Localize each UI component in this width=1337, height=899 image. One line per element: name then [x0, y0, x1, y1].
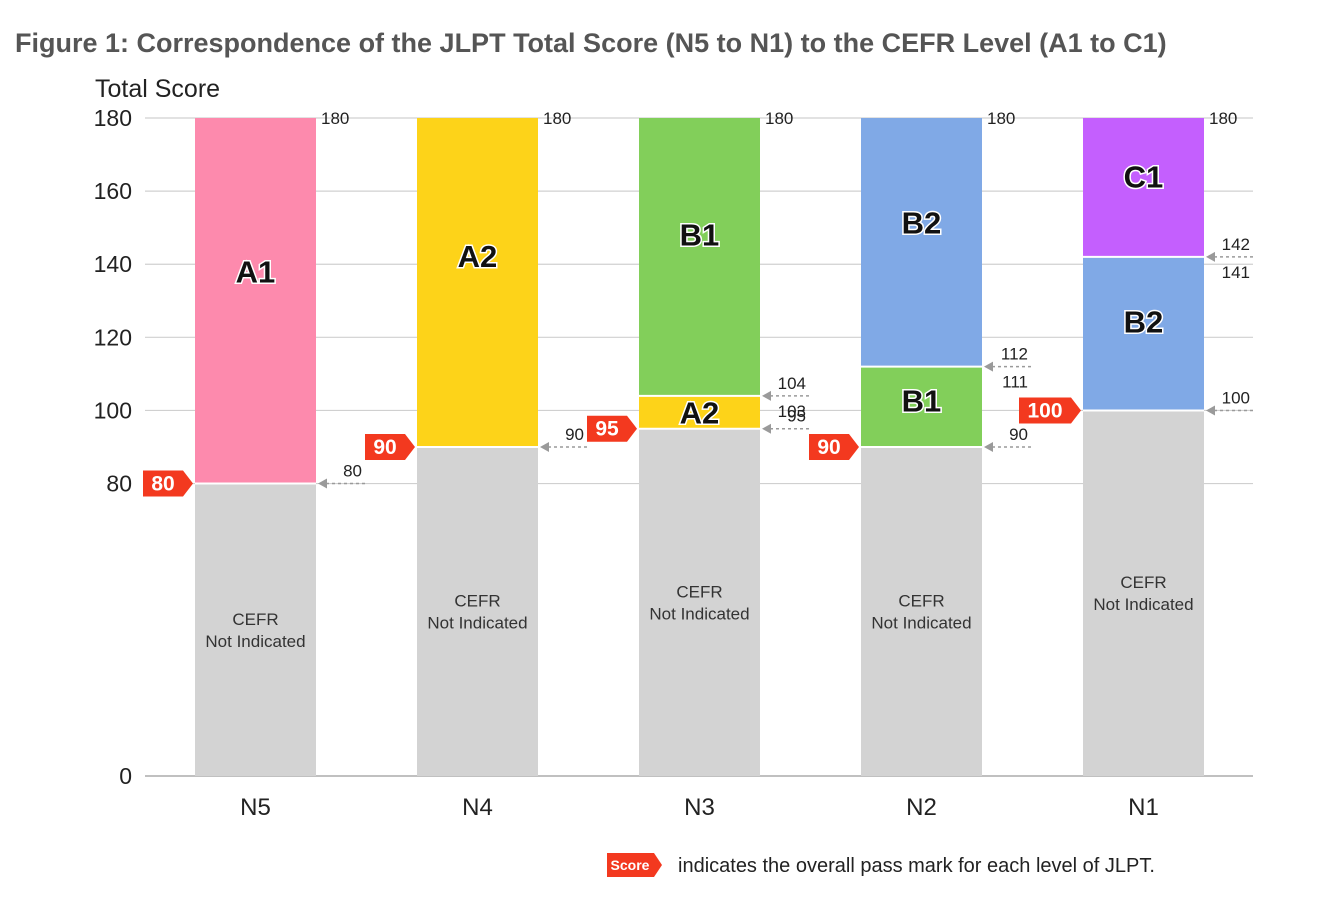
bar-group-n4: CEFR Not Indicated A2 90 180 90 [365, 109, 590, 776]
bar-group-n2: CEFR Not Indicated B1 B2 90 112 111 180 90 [809, 109, 1034, 776]
boundary-marker-arrow [318, 478, 327, 489]
boundary-marker-arrow [762, 390, 771, 401]
bar-segment-b2 [861, 118, 982, 367]
segment-label-b2: B2 [902, 205, 942, 240]
bar-segment-not-indicated [1083, 410, 1204, 776]
boundary-label: 90 [565, 425, 584, 444]
segment-label-not-indicated: CEFR [676, 582, 722, 601]
segment-label-not-indicated: Not Indicated [205, 632, 305, 651]
bars: CEFR Not Indicated A1 80 180 80 CEFR Not Indica… [143, 109, 1256, 776]
bar-segment-b1 [639, 118, 760, 396]
x-tick-label: N3 [684, 794, 715, 821]
pass-mark-badge [143, 470, 193, 497]
x-tick-label: N1 [1128, 794, 1159, 821]
segment-label-not-indicated: CEFR [1120, 573, 1166, 592]
segment-label-a1: A1 [236, 255, 276, 290]
bar-segment-a1 [195, 118, 316, 484]
boundary-label: 100 [1222, 388, 1250, 407]
bar-segment-c1 [1083, 118, 1204, 257]
boundary-label-lower: 111 [1002, 373, 1028, 392]
boundary-label-lower: 103 [778, 402, 806, 421]
pass-mark-badge [587, 415, 637, 442]
x-tick-label: N2 [906, 794, 937, 821]
y-tick-label: 180 [94, 105, 132, 131]
segment-label-b2: B2 [1124, 304, 1164, 339]
bar-segment-not-indicated [861, 447, 982, 776]
boundary-label-upper: 112 [1001, 345, 1028, 364]
bar-segment-b2 [1083, 256, 1204, 411]
legend-score-badge-shape [607, 853, 662, 877]
x-tick-label: N4 [462, 794, 493, 821]
boundary-label: 180 [1209, 109, 1237, 128]
boundary-label: 180 [321, 109, 349, 128]
boundary-label: 180 [987, 109, 1015, 128]
pass-mark-label: 100 [1027, 399, 1062, 422]
bar-segment-not-indicated [417, 447, 538, 776]
pass-mark-label: 90 [817, 436, 840, 459]
x-axis-ticks: N5 N4 N3 N2 N1 [240, 794, 1159, 821]
boundary-marker-arrow [540, 442, 549, 452]
bar-group-n3: CEFR Not Indicated A2 B1 95 104 103 180 95 [587, 109, 812, 776]
pass-mark-label: 80 [151, 473, 174, 496]
segment-label-not-indicated: CEFR [454, 592, 500, 611]
segment-label-not-indicated: Not Indicated [871, 614, 971, 633]
y-axis-title: Total Score [95, 75, 220, 103]
boundary-label-upper: 104 [778, 374, 806, 393]
segment-label-not-indicated: Not Indicated [649, 604, 749, 623]
y-tick-label: 80 [106, 471, 132, 497]
boundary-label: 95 [787, 407, 806, 426]
pass-mark-label: 95 [595, 418, 619, 441]
bar-segment-a2 [417, 118, 538, 447]
boundary-marker-arrow [762, 423, 771, 434]
boundary-label: 180 [543, 109, 571, 128]
y-tick-label: 140 [94, 251, 132, 277]
segment-label-not-indicated: CEFR [232, 610, 278, 629]
boundary-label: 80 [343, 462, 362, 481]
segment-label-b1: B1 [902, 383, 942, 418]
boundary-marker-arrow [984, 361, 993, 372]
segment-label-a2: A2 [458, 239, 498, 274]
segment-label-not-indicated: CEFR [898, 592, 944, 611]
legend: Score indicates the overall pass mark fo… [607, 853, 1155, 877]
pass-mark-badge [1019, 397, 1081, 424]
boundary-label: 90 [1009, 425, 1028, 444]
boundary-label-upper: 142 [1222, 235, 1250, 254]
legend-text: indicates the overall pass mark for each… [678, 855, 1155, 877]
bar-segment-not-indicated [639, 428, 760, 776]
y-tick-label: 100 [94, 397, 132, 423]
pass-mark-label: 90 [373, 436, 396, 459]
segment-label-c1: C1 [1124, 159, 1164, 194]
bar-segment-b1 [861, 366, 982, 447]
bar-segment-not-indicated [195, 483, 316, 776]
pass-mark-badge [365, 434, 415, 460]
y-tick-label: 0 [119, 763, 132, 789]
chart-title: Figure 1: Correspondence of the JLPT Tot… [15, 28, 1167, 58]
segment-label-not-indicated: Not Indicated [1093, 595, 1193, 614]
bar-segment-a2 [639, 395, 760, 429]
y-tick-label: 160 [94, 178, 132, 204]
bar-group-n1: CEFR Not Indicated B2 C1 100 142 141 180 100 [1019, 109, 1256, 776]
segment-label-not-indicated: Not Indicated [427, 614, 527, 633]
bar-group-n5: CEFR Not Indicated A1 80 180 80 [143, 109, 368, 776]
legend-score-badge-text: Score [611, 857, 650, 873]
segment-label-a2: A2 [680, 395, 720, 430]
boundary-label-lower: 141 [1222, 263, 1250, 282]
y-tick-label: 120 [94, 324, 132, 350]
y-axis-ticks: 0 80 100 120 140 160 180 [94, 105, 132, 789]
boundary-label: 180 [765, 109, 793, 128]
boundary-marker-arrow [1206, 405, 1215, 416]
boundary-marker-arrow [984, 442, 993, 452]
x-tick-label: N5 [240, 794, 271, 821]
boundary-marker-arrow [1206, 251, 1215, 262]
segment-label-b1: B1 [680, 218, 720, 253]
pass-mark-badge [809, 434, 859, 460]
